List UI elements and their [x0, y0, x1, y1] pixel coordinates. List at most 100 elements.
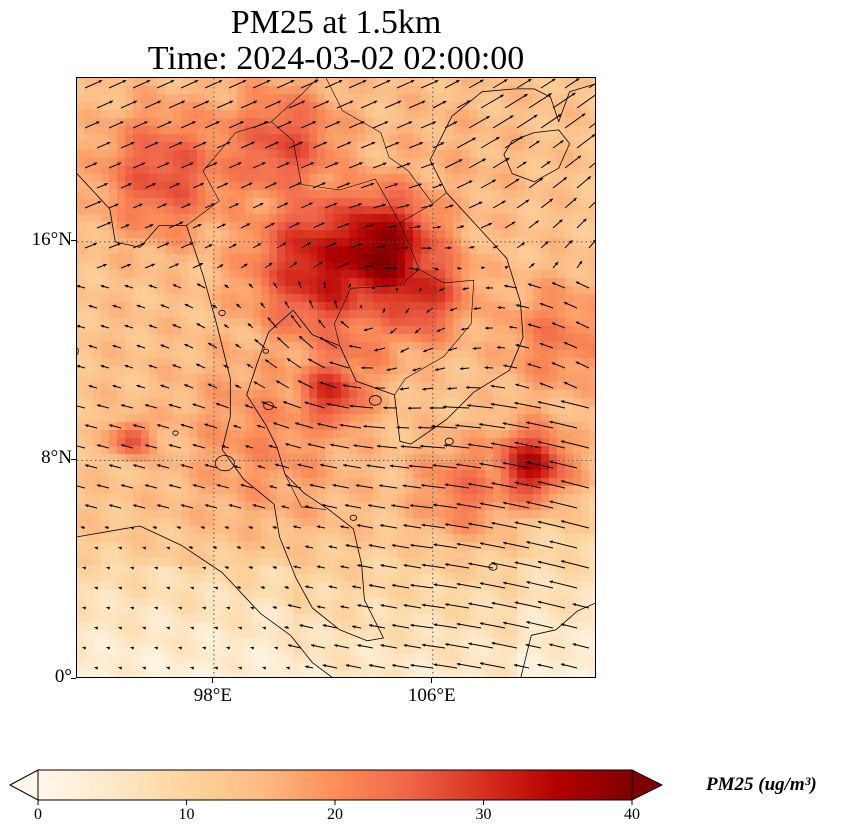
map-panel[interactable] — [76, 77, 596, 678]
wind-arrowhead — [466, 385, 470, 390]
wind-arrowhead — [312, 121, 316, 125]
wind-arrowhead — [361, 366, 365, 370]
lat-tick-label: 16°N — [31, 228, 72, 250]
wind-arrowhead — [248, 283, 253, 287]
wind-arrow — [467, 483, 494, 489]
wind-arrowhead — [192, 121, 196, 125]
wind-arrowhead — [100, 364, 105, 368]
wind-arrowhead — [338, 80, 343, 84]
lon-tick-mark — [212, 678, 214, 683]
wind-arrowhead — [268, 262, 273, 266]
wind-arrowhead — [458, 266, 462, 270]
wind-arrowhead — [287, 604, 292, 608]
lat-tick-mark — [71, 240, 76, 242]
wind-arrow — [526, 501, 554, 509]
wind-arrow — [442, 406, 470, 409]
wind-arrowhead — [526, 421, 530, 425]
wind-arrow — [502, 582, 530, 589]
wind-arrowhead — [349, 100, 354, 104]
wind-arrowhead — [257, 465, 261, 469]
wind-arrowhead — [226, 141, 231, 145]
lat-tick-mark — [71, 458, 76, 460]
wind-arrow — [467, 404, 494, 409]
wind-arrowhead — [266, 80, 271, 84]
wind-arrowhead — [494, 245, 498, 249]
wind-arrowhead — [160, 304, 165, 308]
wind-arrowhead — [340, 605, 344, 609]
wind-arrowhead — [537, 520, 542, 524]
island-outline — [444, 437, 454, 446]
wind-arrowhead — [145, 484, 149, 488]
wind-arrowhead — [233, 244, 237, 247]
wind-arrowhead — [481, 266, 485, 270]
wind-arrow — [502, 622, 530, 629]
wind-arrowhead — [382, 309, 386, 313]
wind-arrowhead — [439, 288, 443, 291]
wind-arrowhead — [166, 626, 170, 630]
wind-arrowhead — [130, 526, 134, 530]
wind-arrowhead — [434, 80, 439, 84]
wind-arrowhead — [521, 242, 525, 246]
wind-arrowhead — [77, 284, 81, 288]
wind-arrowhead — [559, 219, 563, 223]
wind-arrowhead — [514, 601, 519, 605]
wind-arrowhead — [200, 183, 204, 186]
wind-arrowhead — [85, 424, 89, 428]
wind-arrowhead — [466, 100, 471, 104]
wind-arrowhead — [456, 463, 460, 467]
wind-arrowhead — [468, 562, 472, 566]
wind-arrowhead — [208, 244, 213, 248]
wind-arrowhead — [133, 464, 137, 468]
wind-arrow — [491, 522, 518, 529]
wind-arrowhead — [453, 121, 458, 125]
wind-arrowhead — [545, 241, 549, 245]
wind-arrowhead — [142, 666, 146, 670]
wind-arrowhead — [260, 586, 265, 590]
wind-arrowhead — [455, 424, 459, 428]
wind-arrowhead — [360, 121, 365, 125]
wind-arrow — [491, 642, 518, 649]
wind-arrowhead — [254, 339, 259, 343]
wind-arrowhead — [142, 626, 146, 630]
wind-arrowhead — [456, 662, 461, 666]
gridlines — [77, 78, 595, 677]
wind-arrowhead — [583, 218, 587, 222]
wind-arrowhead — [226, 606, 230, 610]
wind-arrowhead — [136, 384, 141, 388]
wind-arrowhead — [497, 306, 501, 310]
wind-arrow — [421, 564, 446, 569]
wind-arrowhead — [257, 243, 262, 247]
wind-arrowhead — [322, 182, 326, 186]
wind-arrow — [349, 405, 374, 409]
wind-arrow — [537, 401, 566, 409]
wind-arrowhead — [264, 121, 268, 125]
wind-arrowhead — [194, 80, 199, 84]
wind-arrowhead — [490, 384, 495, 388]
wind-arrow — [490, 403, 518, 409]
wind-arrowhead — [503, 621, 507, 625]
wind-arrowhead — [334, 299, 338, 304]
wind-arrowhead — [224, 182, 229, 186]
wind-arrowhead — [142, 586, 146, 590]
wind-arrow — [431, 425, 458, 429]
wind-arrowhead — [591, 134, 595, 138]
wind-arrowhead — [575, 361, 580, 365]
wind-arrowhead — [247, 364, 251, 368]
wind-arrow — [479, 582, 506, 589]
wind-arrowhead — [551, 282, 556, 286]
wind-arrowhead — [352, 625, 356, 629]
wind-arrowhead — [176, 183, 180, 186]
wind-arrowhead — [109, 464, 113, 468]
wind-arrowhead — [400, 349, 404, 353]
wind-arrowhead — [491, 521, 495, 525]
wind-arrowhead — [98, 80, 103, 84]
wind-arrowhead — [382, 203, 386, 207]
wind-arrow — [588, 240, 595, 249]
wind-arrowhead — [148, 284, 153, 288]
wind-arrowhead — [344, 504, 349, 508]
wind-arrowhead — [287, 644, 292, 648]
island-outline — [349, 514, 358, 521]
wind-arrowhead — [88, 384, 93, 388]
wind-arrowhead — [410, 80, 415, 84]
wind-arrowhead — [353, 444, 357, 448]
